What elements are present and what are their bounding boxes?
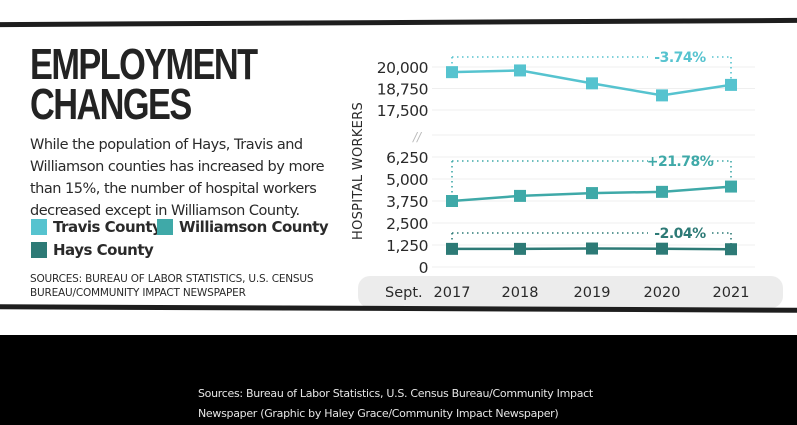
data-point xyxy=(514,189,526,202)
legend-swatch-williamson xyxy=(157,219,173,235)
x-tick-label: 2018 xyxy=(502,285,539,301)
data-point xyxy=(586,187,598,200)
infographic-panel: EMPLOYMENT CHANGES While the population … xyxy=(0,0,797,335)
data-point xyxy=(446,195,458,207)
data-point xyxy=(656,242,668,255)
data-point xyxy=(514,242,526,255)
legend-item-travis: Travis County xyxy=(31,218,162,236)
data-point xyxy=(446,66,458,79)
data-point xyxy=(656,185,668,198)
y-tick-label: 6,250 xyxy=(386,149,428,167)
y-tick-label: 5,000 xyxy=(386,171,428,189)
data-point xyxy=(514,64,526,77)
y-tick-label: 18,750 xyxy=(377,81,428,99)
x-tick-label: 2019 xyxy=(574,285,611,301)
change-label: -2.04% xyxy=(654,226,706,242)
data-point xyxy=(725,180,737,193)
y-tick-label: 17,500 xyxy=(377,102,428,120)
title-line-1: EMPLOYMENT xyxy=(30,40,258,89)
sources-note: SOURCES: BUREAU OF LABOR STATISTICS, U.S… xyxy=(30,273,314,299)
image-caption: Sources: Bureau of Labor Statistics, U.S… xyxy=(198,387,593,420)
x-tick-label: 2020 xyxy=(644,285,681,301)
x-axis-band xyxy=(358,276,783,308)
change-label: +21.78% xyxy=(647,154,714,170)
data-point xyxy=(725,243,737,256)
legend-label-travis: Travis County xyxy=(53,218,162,236)
legend-item-hays: Hays County xyxy=(31,241,154,259)
graphic-description: While the population of Hays, Travis and… xyxy=(30,137,325,219)
y-axis-label: HOSPITAL WORKERS xyxy=(351,102,366,240)
data-point xyxy=(586,242,598,255)
graphic-title: EMPLOYMENT CHANGES xyxy=(30,40,258,129)
legend-swatch-hays xyxy=(31,242,47,258)
legend-label-williamson: Williamson County xyxy=(179,218,329,236)
y-tick-label: 3,750 xyxy=(386,193,428,211)
data-point xyxy=(446,242,458,255)
y-tick-label: 1,250 xyxy=(386,237,428,255)
legend-item-williamson: Williamson County xyxy=(157,218,329,236)
legend-label-hays: Hays County xyxy=(53,241,154,259)
x-axis-label: Sept. xyxy=(385,285,423,301)
y-tick-label: 0 xyxy=(419,259,428,277)
x-tick-label: 2021 xyxy=(713,285,750,301)
title-line-2: CHANGES xyxy=(30,80,192,129)
line-chart: HOSPITAL WORKERS // Sept. 20,000 18,750 17… xyxy=(351,50,783,308)
data-point xyxy=(656,89,668,102)
legend-swatch-travis xyxy=(31,219,47,235)
axis-break-mark: // xyxy=(412,130,423,144)
y-tick-label: 2,500 xyxy=(386,215,428,233)
change-label: -3.74% xyxy=(654,50,706,66)
data-point xyxy=(586,77,598,90)
x-tick-label: 2017 xyxy=(434,285,471,301)
y-tick-label: 20,000 xyxy=(377,59,428,77)
data-point xyxy=(725,78,737,91)
